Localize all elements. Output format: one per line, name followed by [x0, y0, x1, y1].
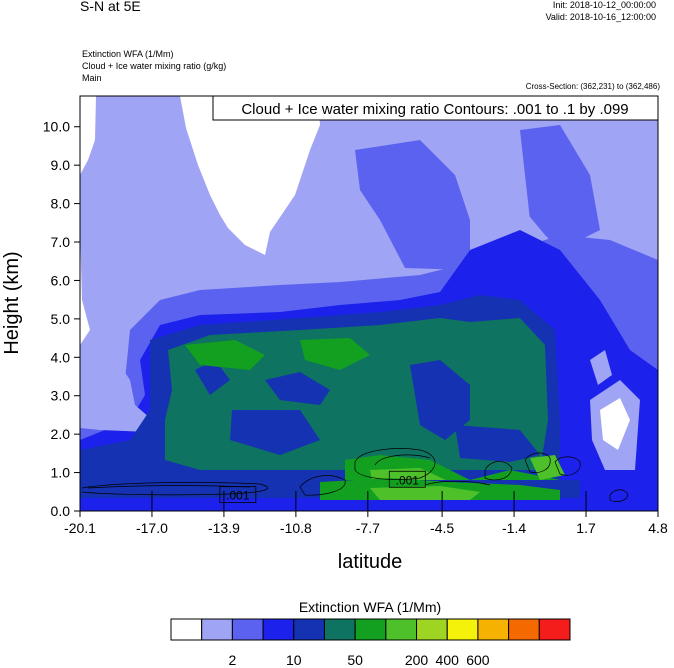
colorbar-swatch [354, 618, 387, 641]
y-tick-label: 8.0 [51, 196, 71, 212]
colorbar-swatch [293, 618, 325, 641]
colorbar [170, 618, 571, 641]
y-tick-label: 4.0 [51, 349, 71, 365]
x-axis-label: latitude [338, 551, 403, 573]
plot-title: S-N at 5E [80, 0, 141, 14]
colorbar-swatch [446, 618, 479, 641]
colorbar-swatch [231, 618, 264, 641]
y-tick-label: 5.0 [51, 311, 71, 327]
colorbar-swatch [416, 618, 448, 641]
x-tick-label: -4.5 [430, 520, 454, 536]
contour-info-label: Cloud + Ice water mixing ratio Contours:… [241, 101, 628, 118]
colorbar-tick-label: 200 [405, 652, 429, 668]
colorbar-tick-label: 50 [347, 652, 363, 668]
colorbar-tick-label: 2 [228, 652, 236, 668]
x-tick-label: -10.8 [280, 520, 312, 536]
colorbar-swatch [201, 618, 233, 641]
colorbar-swatch [477, 618, 510, 641]
colorbar-tick-label: 10 [286, 652, 302, 668]
extinction-field [80, 96, 658, 511]
x-tick-label: -13.9 [208, 520, 240, 536]
y-tick-label: 7.0 [51, 234, 71, 250]
colorbar-swatch [323, 618, 356, 641]
y-tick-label: 1.0 [51, 465, 71, 481]
colorbar-tick-label: 600 [466, 652, 490, 668]
y-tick-label: 9.0 [51, 157, 71, 173]
field-label-mixing-ratio: Cloud + Ice water mixing ratio (g/kg) [82, 61, 227, 71]
y-tick-label: 3.0 [51, 388, 71, 404]
x-tick-label: -7.7 [356, 520, 380, 536]
colorbar-swatch [385, 618, 418, 641]
contour-label-box [388, 470, 426, 488]
y-tick-label: 10.0 [43, 119, 70, 135]
y-axis: 0.0 1.0 2.0 3.0 4.0 5.0 6.0 7.0 8.0 9.0 10.0 [43, 119, 80, 519]
init-time: Init: 2018-10-12_00:00:00 [552, 0, 656, 10]
x-tick-label: -20.1 [64, 520, 96, 536]
colorbar-title: Extinction WFA (1/Mm) [299, 599, 441, 615]
colorbar-swatch [538, 618, 571, 641]
contour-label: .001 [396, 473, 420, 487]
colorbar-labels: 2 10 50 200 400 600 [228, 652, 489, 668]
y-axis-label: Height (km) [1, 251, 23, 354]
colorbar-tick-label: 400 [436, 652, 460, 668]
contour-info-box: Cloud + Ice water mixing ratio Contours:… [212, 95, 659, 121]
x-tick-label: 1.7 [576, 520, 596, 536]
y-tick-label: 2.0 [51, 426, 71, 442]
x-tick-label: 4.8 [648, 520, 668, 536]
valid-time: Valid: 2018-10-16_12:00:00 [545, 12, 656, 22]
colorbar-swatch [508, 618, 540, 641]
colorbar-swatch [170, 618, 203, 641]
field-label-domain: Main [82, 73, 102, 83]
x-tick-label: -1.4 [502, 520, 526, 536]
contour-label: .001 [226, 489, 250, 503]
colorbar-swatch [262, 618, 295, 641]
y-tick-label: 0.0 [51, 503, 71, 519]
contour-label-box [219, 486, 257, 504]
x-axis: -20.1 -17.0 -13.9 -10.8 -7.7 -4.5 -1.4 1.7 4.8 [64, 491, 668, 536]
field-label-extinction: Extinction WFA (1/Mm) [82, 49, 174, 59]
y-tick-label: 6.0 [51, 272, 71, 288]
mixing-ratio-contours [81, 448, 629, 502]
x-tick-label: -17.0 [136, 520, 168, 536]
cross-section-label: Cross-Section: (362,231) to (362,486) [525, 82, 660, 91]
